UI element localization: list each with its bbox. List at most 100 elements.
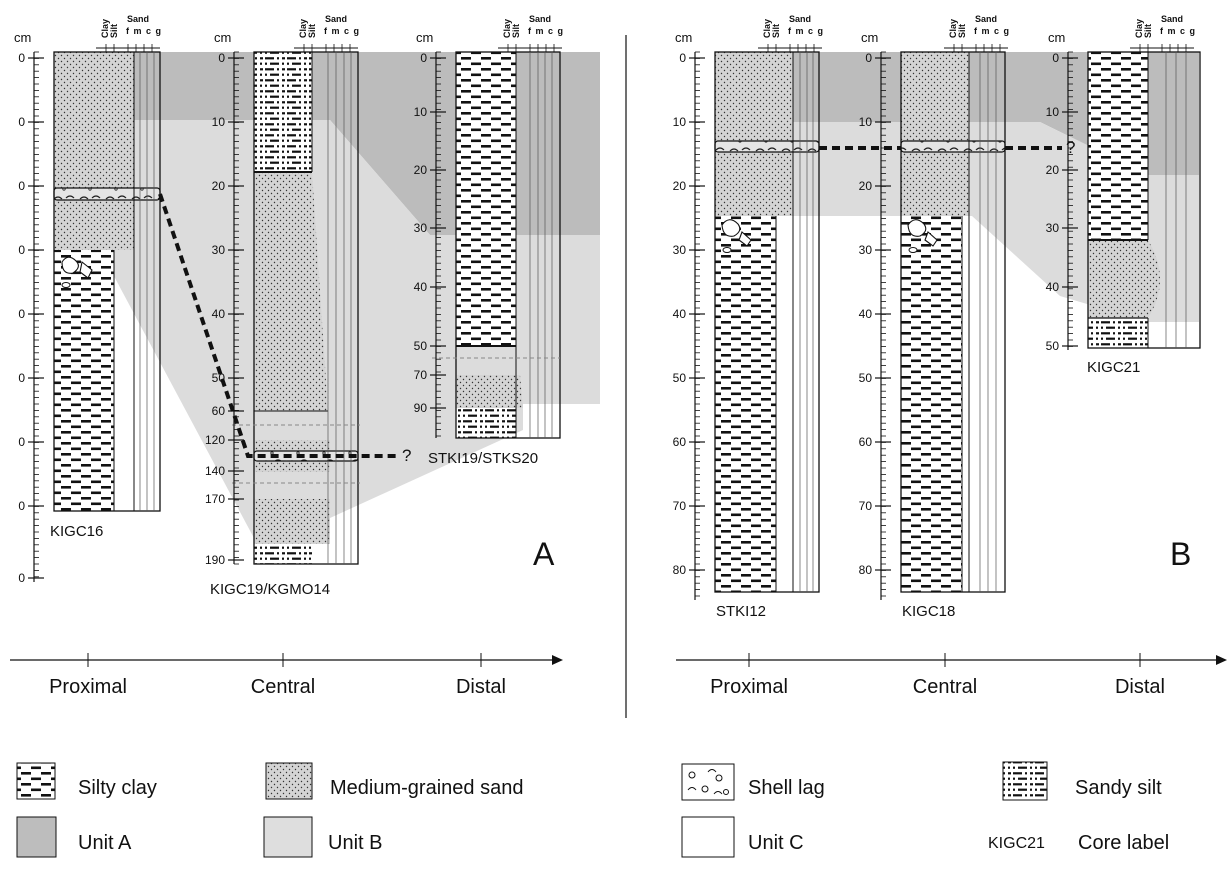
header-clay: Clay [100, 19, 110, 38]
axis-b-proximal: Proximal [710, 676, 788, 698]
header-clay: Clay [762, 19, 772, 38]
axis-a-proximal: Proximal [49, 676, 127, 698]
depth-tick-label: 40 [212, 307, 226, 321]
depth-tick-label: 20 [414, 163, 428, 177]
depth-tick-label: 50 [1046, 339, 1060, 353]
depth-tick-label: 50 [414, 339, 428, 353]
depth-tick-label: 10 [859, 115, 873, 129]
depth-tick-label: 30 [673, 243, 687, 257]
depth-tick-label: 0 [1052, 51, 1059, 65]
header-sand: Sand [1161, 14, 1183, 24]
depth-tick-label: 0 [18, 371, 25, 385]
depth-tick-label: 0 [18, 179, 25, 193]
axis-b-central: Central [913, 676, 977, 698]
axis-a-central: Central [251, 676, 315, 698]
depth-tick-label: 170 [205, 492, 225, 506]
depth-tick-label: 30 [1046, 221, 1060, 235]
legend-label-unit-c: Unit C [748, 832, 804, 854]
header-silt: Silt [109, 24, 119, 38]
depth-tick-label: 50 [859, 371, 873, 385]
legend-label-silty-clay: Silty clay [78, 777, 157, 799]
depth-tick-label: 0 [18, 115, 25, 129]
grain-size-header: Clay Silt Sand f m c g [294, 14, 360, 52]
legend-swatch-unit-a [16, 816, 57, 858]
depth-tick-label: 0 [18, 243, 25, 257]
depth-tick-label: 190 [205, 553, 225, 567]
core-label-kigc18: KIGC18 [902, 603, 955, 620]
depth-tick-label: 30 [212, 243, 226, 257]
depth-unit-label: cm [14, 30, 31, 45]
depth-tick-label: 140 [205, 464, 225, 478]
depth-tick-label: 120 [205, 433, 225, 447]
question-mark-a: ? [402, 446, 411, 465]
axis-a-distal: Distal [456, 676, 506, 698]
core-label-kigc21: KIGC21 [1087, 359, 1140, 376]
depth-tick-label: 50 [212, 371, 226, 385]
depth-tick-label: 70 [859, 499, 873, 513]
core-kigc16 [53, 51, 161, 512]
panel-letter-a: A [533, 536, 555, 572]
legend-core-label-text: Core label [1078, 832, 1170, 854]
header-grades: f m c g [324, 26, 360, 36]
panel-a: ? [53, 51, 600, 565]
depth-unit-label: cm [675, 30, 692, 45]
legend-label-unit-a: Unit A [78, 832, 132, 854]
depth-scales: 0 0 0 0 0 0 0 0 0 cm 0 10 20 30 40 50 60 120 140 170 190 cm 0 1… [14, 30, 1078, 600]
header-sand: Sand [127, 14, 149, 24]
header-grades: f m c g [126, 26, 162, 36]
legend-core-label-example: KIGC21 [988, 835, 1045, 852]
axis-a [10, 653, 563, 667]
header-sand: Sand [325, 14, 347, 24]
header-grades: f m c g [974, 26, 1010, 36]
depth-tick-label: 70 [414, 368, 428, 382]
core-label-kigc16: KIGC16 [50, 523, 103, 540]
grain-size-header: Clay Silt Sand f m c g [758, 14, 823, 52]
header-sand: Sand [975, 14, 997, 24]
shell-lag-icon [687, 769, 729, 795]
axis-b [676, 653, 1227, 667]
depth-tick-label: 10 [673, 115, 687, 129]
depth-tick-label: 30 [414, 221, 428, 235]
depth-tick-label: 20 [1046, 163, 1060, 177]
axis-b-distal: Distal [1115, 676, 1165, 698]
depth-tick-label: 50 [673, 371, 687, 385]
header-clay: Clay [298, 19, 308, 38]
depth-tick-label: 20 [859, 179, 873, 193]
depth-tick-label: 0 [865, 51, 872, 65]
legend-label-unit-b: Unit B [328, 832, 383, 854]
core-label-kigc19: KIGC19/KGMO14 [210, 581, 330, 598]
panel-b: ? [714, 51, 1201, 593]
depth-tick-label: 0 [18, 499, 25, 513]
header-grades: f m c g [528, 26, 564, 36]
panel-letter-b: B [1170, 536, 1191, 572]
legend-swatch-unit-c [681, 816, 735, 858]
header-clay: Clay [502, 19, 512, 38]
depth-tick-label: 20 [673, 179, 687, 193]
depth-tick-label: 0 [18, 51, 25, 65]
grain-size-header: Clay Silt Sand f m c g [96, 14, 162, 52]
depth-tick-label: 0 [18, 435, 25, 449]
depth-tick-label: 40 [1046, 280, 1060, 294]
core-stki19-stks20 [432, 51, 561, 439]
header-clay: Clay [948, 19, 958, 38]
depth-tick-label: 10 [1046, 105, 1060, 119]
legend-label-medium-sand: Medium-grained sand [330, 777, 524, 799]
depth-tick-label: 40 [859, 307, 873, 321]
legend-label-sandy-silt: Sandy silt [1075, 777, 1162, 799]
depth-tick-label: 0 [18, 307, 25, 321]
depth-tick-label: 60 [673, 435, 687, 449]
question-mark-b: ? [1066, 138, 1075, 157]
depth-tick-label: 20 [212, 179, 226, 193]
header-sand: Sand [529, 14, 551, 24]
core-label-stki19: STKI19/STKS20 [428, 450, 538, 467]
correlation-line-a [158, 193, 398, 458]
depth-tick-label: 90 [414, 401, 428, 415]
header-silt: Silt [307, 24, 317, 38]
depth-tick-label: 40 [673, 307, 687, 321]
depth-tick-label: 60 [859, 435, 873, 449]
header-silt: Silt [957, 24, 967, 38]
core-kigc21 [1087, 51, 1201, 349]
depth-unit-label: cm [861, 30, 878, 45]
